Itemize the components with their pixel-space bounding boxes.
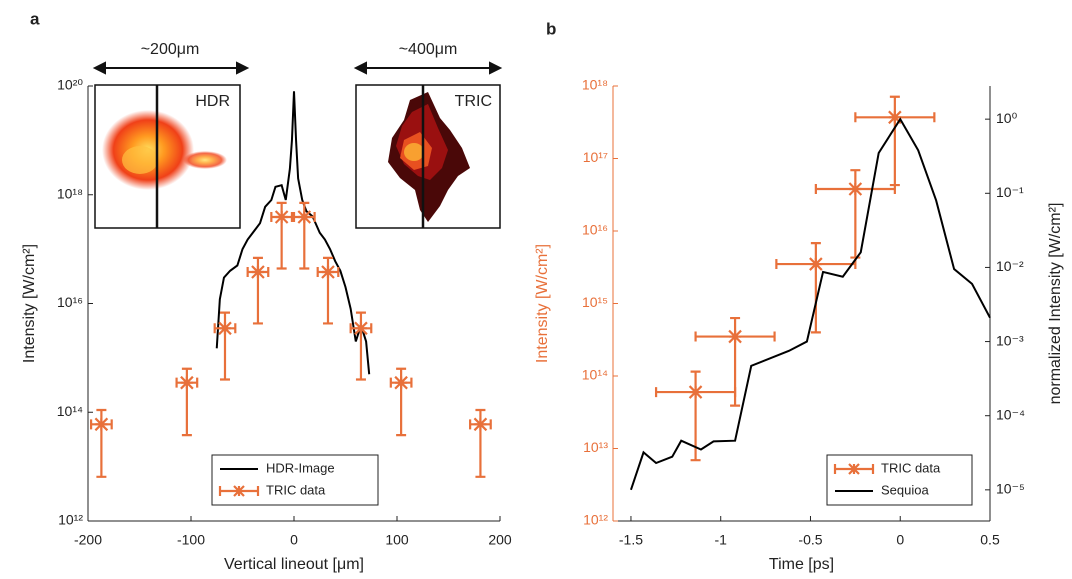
marker (888, 110, 902, 125)
x-tick-label: 0.5 (980, 532, 1000, 548)
x-axis-label: Vertical lineout [μm] (224, 556, 364, 573)
legend-box (211, 454, 379, 506)
legend-box (826, 454, 973, 506)
scale-arrows (92, 61, 503, 75)
y-tick-label: 10¹⁷ (583, 149, 608, 165)
y-error-bar (810, 242, 821, 334)
marker (728, 329, 742, 344)
x-tick-label: 0 (896, 532, 904, 548)
marker (809, 257, 823, 271)
inset-hdr (94, 84, 241, 229)
y2-axis-label: normalized Intensity [W/cm²] (1047, 203, 1064, 405)
legend-label: HDR-Image (266, 460, 335, 475)
y-tick-label: 10¹⁸ (57, 185, 83, 201)
y-tick-label: 10¹⁵ (582, 294, 608, 310)
marker (180, 375, 194, 390)
y-axis-label: Intensity [W/cm²] (534, 244, 551, 363)
marker (688, 385, 703, 399)
marker (218, 321, 232, 336)
y-tick-label: 10¹³ (583, 439, 608, 455)
marker (354, 321, 368, 336)
legend-label: TRIC data (881, 460, 941, 475)
y2-tick-label: 10⁻³ (996, 332, 1024, 348)
y2-tick-label: 10⁻² (996, 258, 1024, 274)
y2-tick-label: 10⁻⁴ (996, 406, 1025, 422)
x-tick-label: 100 (385, 532, 409, 548)
marker (394, 375, 408, 390)
inset-scale: ~200μm (141, 41, 200, 58)
x-axis-label: Time [ps] (769, 556, 834, 573)
y-tick-label: 10²⁰ (57, 77, 83, 93)
y-tick-label: 10¹⁶ (57, 294, 83, 310)
legend-label: TRIC data (266, 482, 326, 497)
inset-scale: ~400μm (399, 41, 458, 58)
x-tick-label: -1.5 (619, 532, 643, 548)
y2-tick-label: 10⁻¹ (996, 184, 1024, 200)
marker (297, 210, 312, 224)
x-tick-label: -0.5 (798, 532, 822, 548)
y-tick-label: 10¹⁶ (582, 222, 608, 238)
y2-tick-label: 10⁻⁵ (996, 481, 1025, 497)
y-tick-label: 10¹² (583, 512, 608, 528)
legend-label: Sequioa (881, 482, 929, 497)
x-tick-label: -1 (714, 532, 727, 548)
inset-label: TRIC (455, 93, 492, 110)
y-axis-label: Intensity [W/cm²] (21, 244, 38, 363)
marker (848, 182, 863, 196)
x-tick-label: -100 (177, 532, 205, 548)
legend-swatch (833, 463, 875, 475)
y-tick-label: 10¹⁴ (582, 367, 608, 383)
x-tick-label: 200 (488, 532, 512, 548)
legend-swatch (218, 485, 260, 497)
marker (94, 417, 109, 432)
x-tick-label: 0 (290, 532, 298, 548)
y-tick-label: 10¹⁸ (582, 77, 608, 93)
inset-label: HDR (195, 93, 230, 110)
panel-label: b (546, 19, 556, 38)
marker (321, 265, 335, 279)
data-line (215, 91, 371, 375)
data-line (630, 117, 991, 491)
marker (473, 417, 488, 432)
y-error-bar (889, 95, 900, 187)
marker (274, 210, 289, 224)
x-tick-label: -200 (74, 532, 102, 548)
y2-tick-label: 10⁰ (996, 110, 1018, 126)
y-tick-label: 10¹² (58, 512, 83, 528)
inset-tric (355, 84, 501, 229)
y-tick-label: 10¹⁴ (57, 403, 83, 419)
panel-label: a (30, 9, 40, 28)
marker (251, 265, 265, 279)
